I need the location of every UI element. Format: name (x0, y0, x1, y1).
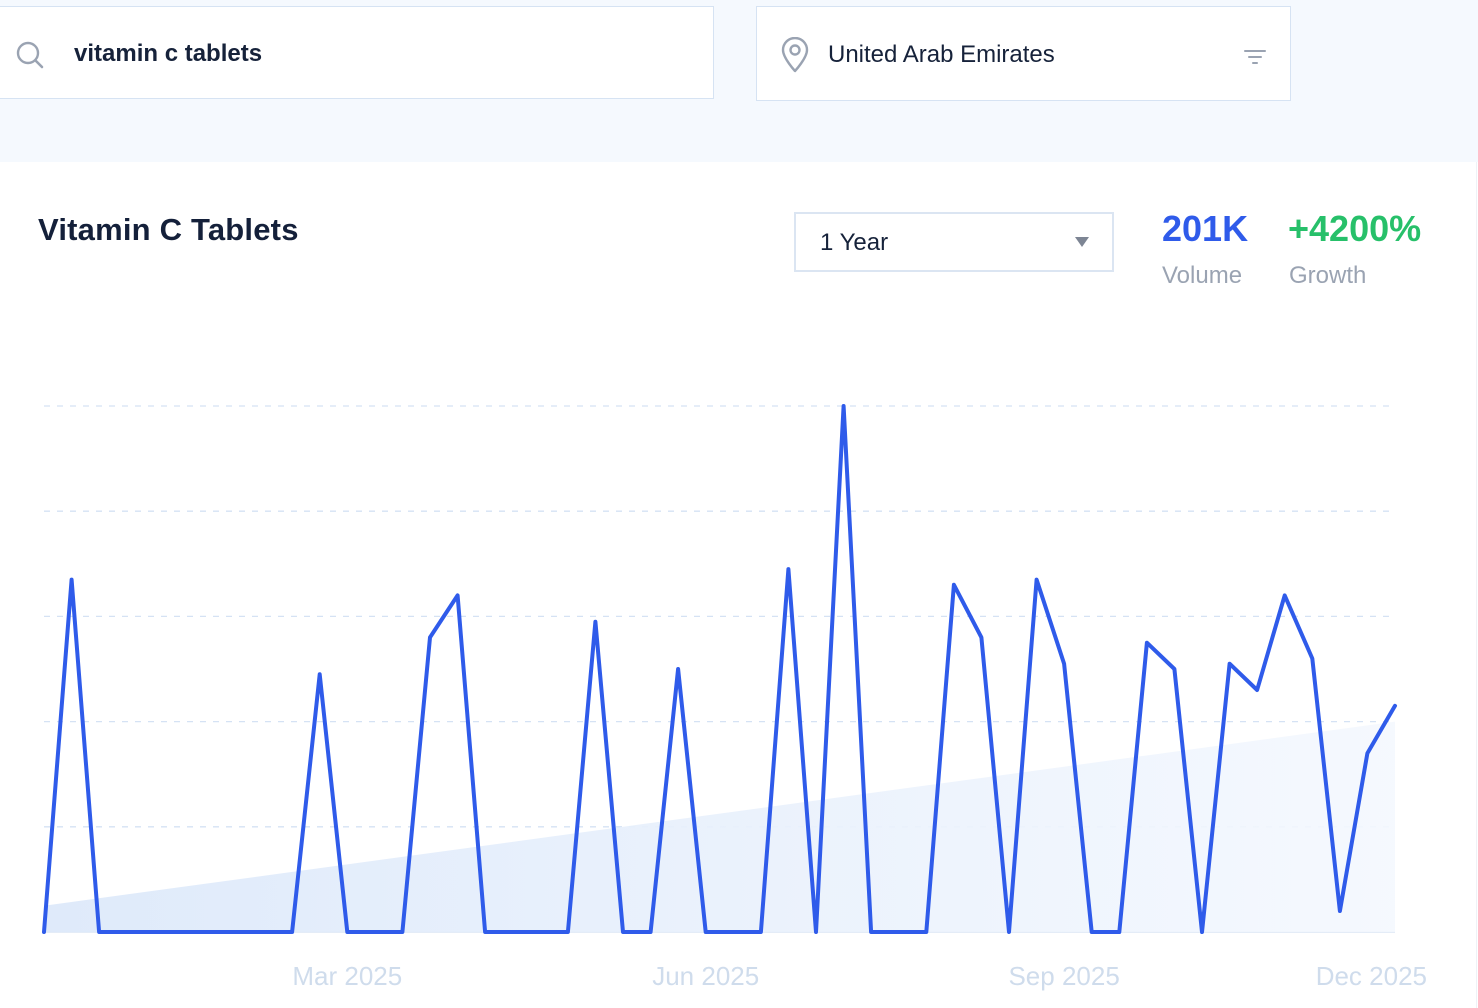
x-tick-label: Dec 2025 (1316, 961, 1427, 991)
chart-title: Vitamin C Tablets (38, 212, 299, 247)
series-line (42, 404, 1397, 934)
growth-value: +4200% (1288, 208, 1422, 249)
growth-label: Growth (1289, 262, 1367, 289)
search-input[interactable]: vitamin c tablets (0, 6, 714, 99)
period-dropdown[interactable]: 1 Year (794, 212, 1114, 272)
volume-value: 201K (1162, 208, 1249, 249)
location-text: United Arab Emirates (828, 41, 1055, 68)
location-pin-icon (781, 37, 809, 73)
volume-label: Volume (1162, 262, 1243, 289)
caret-down-icon (1075, 237, 1089, 247)
filter-icon[interactable] (1243, 47, 1267, 67)
x-tick-label: Jun 2025 (652, 961, 759, 991)
x-tick-label: Mar 2025 (292, 961, 402, 991)
x-tick-label: Sep 2025 (1008, 961, 1119, 991)
search-query-text: vitamin c tablets (74, 40, 263, 67)
period-selected-value: 1 Year (820, 229, 889, 256)
trend-area (44, 721, 1395, 932)
location-select[interactable]: United Arab Emirates (756, 6, 1291, 101)
search-icon (16, 41, 44, 69)
